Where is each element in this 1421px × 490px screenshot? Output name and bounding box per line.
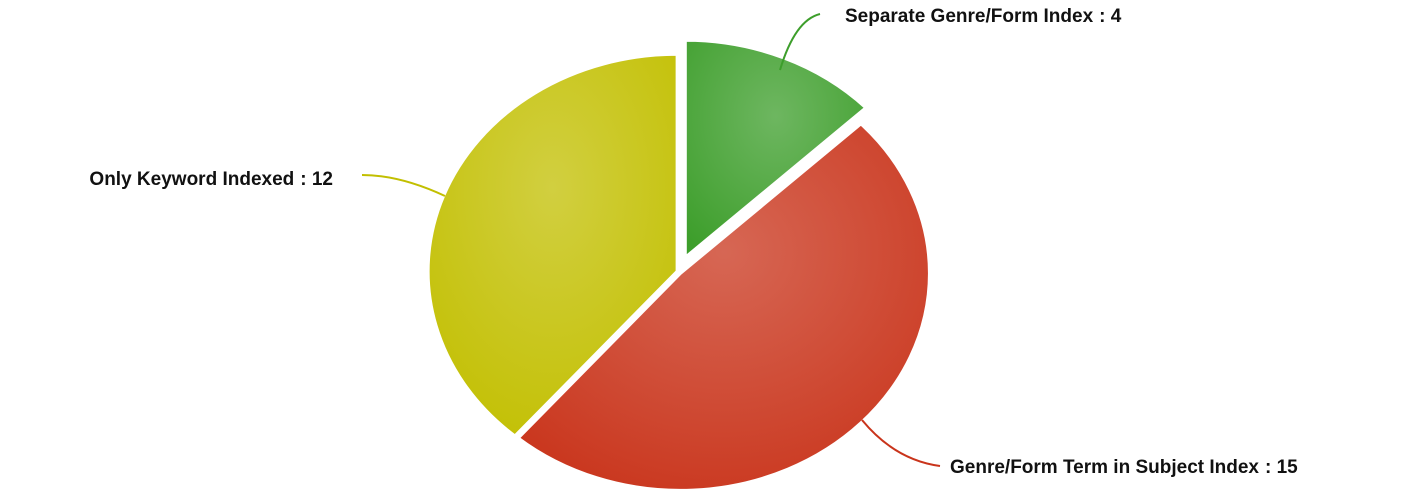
slice-label: Only Keyword Indexed : 12	[89, 169, 333, 190]
label-name: Genre/Form Term in Subject Index	[950, 457, 1259, 478]
label-value: : 4	[1099, 6, 1122, 27]
leader-line	[861, 419, 941, 467]
label-name: Separate Genre/Form Index	[845, 6, 1094, 27]
label-value: : 12	[300, 169, 333, 190]
slice-label: Separate Genre/Form Index: 4	[845, 6, 1122, 27]
pie-slice	[515, 121, 931, 490]
leader-line	[779, 13, 821, 71]
leader-line	[361, 174, 446, 197]
label-value: : 15	[1265, 457, 1298, 478]
label-name: Only Keyword Indexed	[89, 169, 294, 190]
slice-label: Genre/Form Term in Subject Index : 15	[950, 457, 1298, 478]
